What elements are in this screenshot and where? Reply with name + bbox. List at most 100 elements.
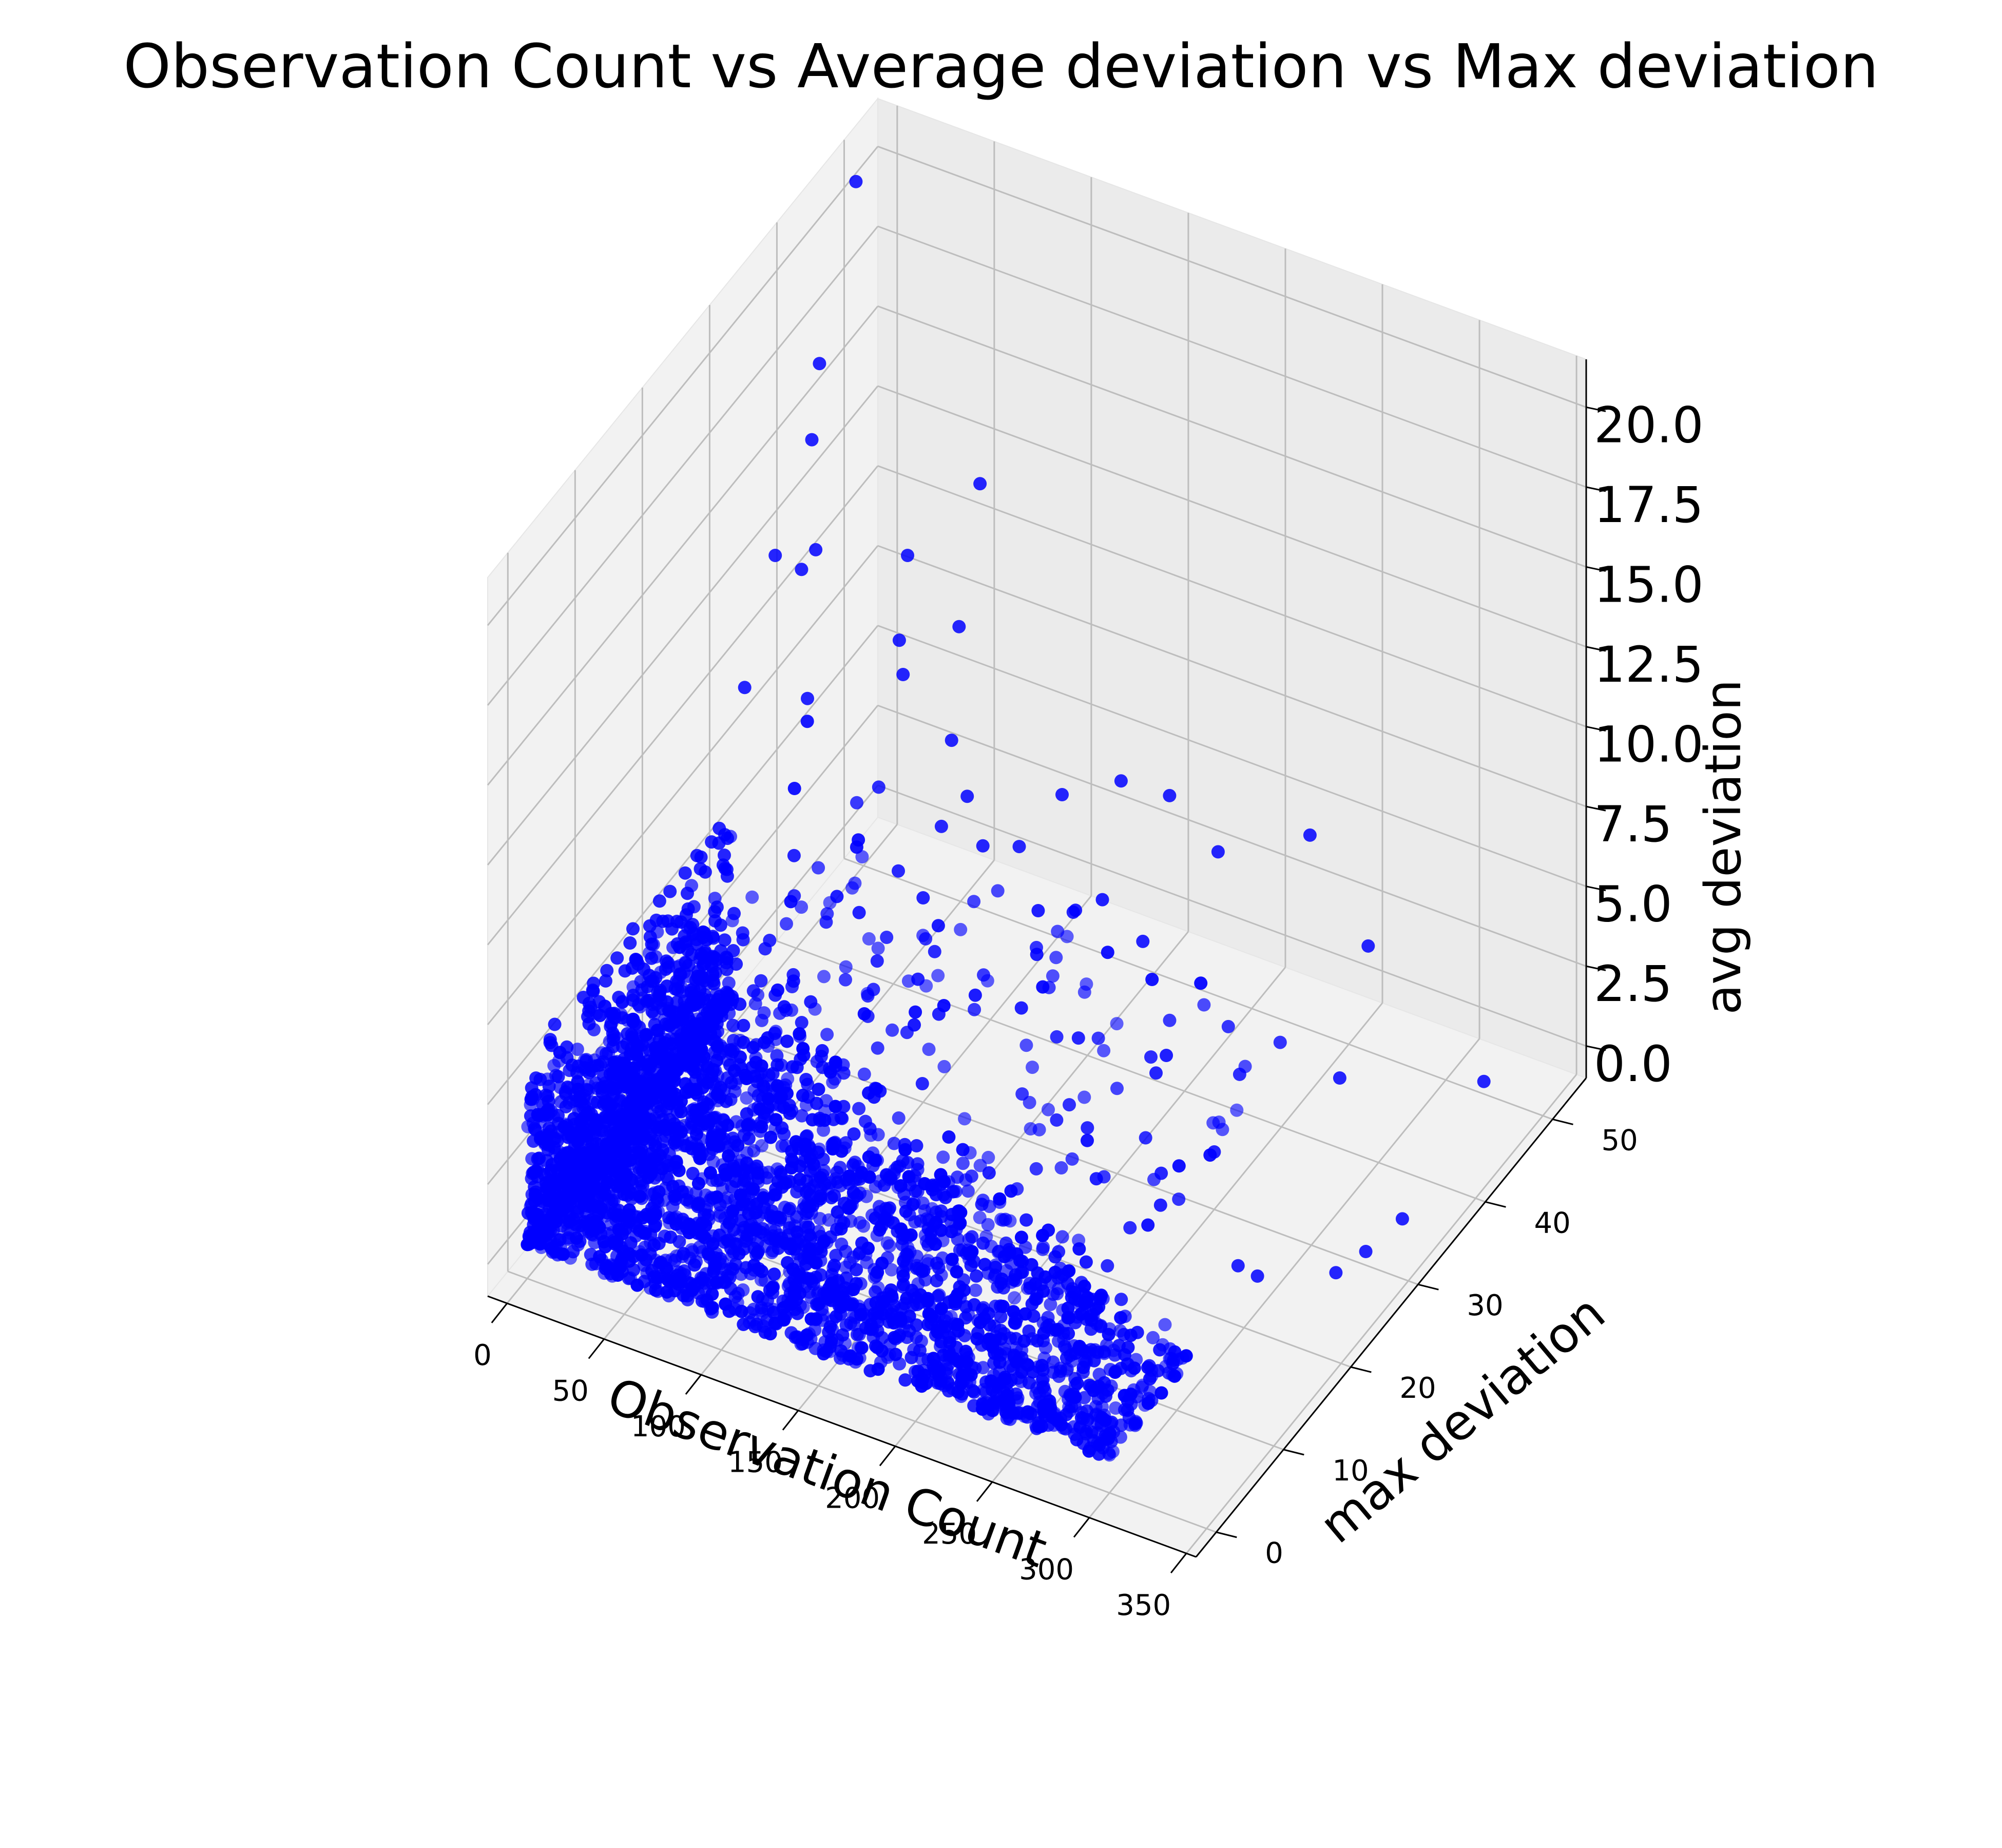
data-point (1019, 1038, 1033, 1052)
data-point (845, 881, 859, 895)
data-point (814, 1268, 827, 1282)
data-point (798, 1138, 812, 1151)
data-point (809, 1313, 823, 1326)
data-point (752, 1262, 766, 1276)
data-point (736, 926, 749, 940)
data-point (800, 715, 814, 728)
data-point (973, 477, 987, 491)
data-point (1050, 1030, 1064, 1044)
data-point (1007, 1305, 1021, 1319)
x-tick-label: 300 (1019, 1553, 1074, 1586)
data-point (867, 983, 880, 996)
data-point (1044, 1275, 1057, 1288)
z-tick-label: 15.0 (1594, 556, 1704, 613)
data-point (738, 681, 752, 695)
data-point (736, 1283, 750, 1297)
data-point (928, 945, 941, 958)
z-tick-mark (1586, 406, 1606, 412)
data-point (706, 930, 720, 944)
x-tick-label: 250 (922, 1517, 977, 1551)
data-point (946, 1382, 960, 1396)
data-point (609, 1082, 623, 1095)
data-point (656, 1134, 669, 1148)
data-point (1144, 1050, 1158, 1064)
data-point (894, 1302, 908, 1316)
data-point (670, 937, 684, 951)
data-point (756, 1292, 769, 1306)
data-point (565, 1058, 579, 1072)
data-point (720, 1140, 734, 1154)
data-point (1359, 1245, 1373, 1258)
data-point (1079, 1255, 1093, 1269)
data-point (786, 968, 800, 981)
data-point (948, 1327, 961, 1341)
data-point (737, 1177, 750, 1191)
data-point (1084, 1441, 1098, 1455)
data-point (551, 1070, 565, 1084)
data-point (1207, 1145, 1221, 1159)
data-point (799, 1257, 813, 1271)
data-point (984, 1374, 998, 1388)
data-point (818, 1104, 832, 1118)
data-point (644, 1281, 657, 1295)
data-point (839, 960, 853, 974)
data-point (559, 1087, 573, 1101)
data-point (1101, 1432, 1114, 1446)
data-point (1036, 1363, 1050, 1377)
data-point (898, 1143, 912, 1157)
data-point (795, 1109, 808, 1123)
data-point (862, 1150, 876, 1164)
data-point (771, 1162, 784, 1176)
x-tick-label: 150 (728, 1446, 783, 1479)
data-point (1071, 1031, 1085, 1045)
z-gridline-back (877, 545, 1587, 807)
data-point (687, 927, 701, 940)
data-point (1172, 1192, 1186, 1206)
data-point (912, 1262, 926, 1276)
data-point (712, 836, 726, 850)
data-point (1145, 973, 1159, 986)
data-point (1110, 1017, 1124, 1031)
data-point (713, 1209, 726, 1223)
data-point (641, 1170, 655, 1184)
data-point (957, 1273, 971, 1287)
data-point (815, 1044, 829, 1057)
data-point (1009, 1341, 1023, 1355)
data-point (964, 1259, 978, 1272)
data-point (931, 969, 945, 983)
data-point (525, 1081, 538, 1095)
data-point (596, 1188, 610, 1202)
data-point (659, 1017, 672, 1031)
data-point (663, 1113, 677, 1126)
data-point (660, 1102, 673, 1116)
data-point (842, 1284, 856, 1298)
data-point (657, 1194, 671, 1207)
x-tick-mark (491, 1302, 508, 1323)
data-point (607, 1206, 620, 1220)
data-point (725, 1212, 739, 1226)
data-point (1019, 1213, 1033, 1227)
data-point (609, 1071, 623, 1085)
data-point (1037, 1351, 1051, 1365)
data-point (823, 1320, 837, 1334)
data-point (705, 1305, 719, 1319)
z-gridline-back (877, 784, 1587, 1047)
data-point (1105, 1415, 1119, 1429)
data-point (956, 1369, 970, 1382)
data-point (669, 1156, 683, 1169)
data-point (911, 972, 925, 986)
data-point (681, 1010, 695, 1024)
data-point (862, 932, 876, 946)
data-point (808, 1173, 822, 1187)
data-point (718, 933, 732, 947)
data-point (710, 1036, 724, 1050)
data-point (1030, 940, 1043, 954)
data-point (633, 1245, 647, 1259)
data-point (775, 1121, 789, 1135)
data-point (586, 1137, 600, 1151)
data-point (1063, 1098, 1076, 1112)
data-point (1154, 1386, 1168, 1400)
data-point (689, 1255, 703, 1268)
data-point (977, 1312, 991, 1325)
